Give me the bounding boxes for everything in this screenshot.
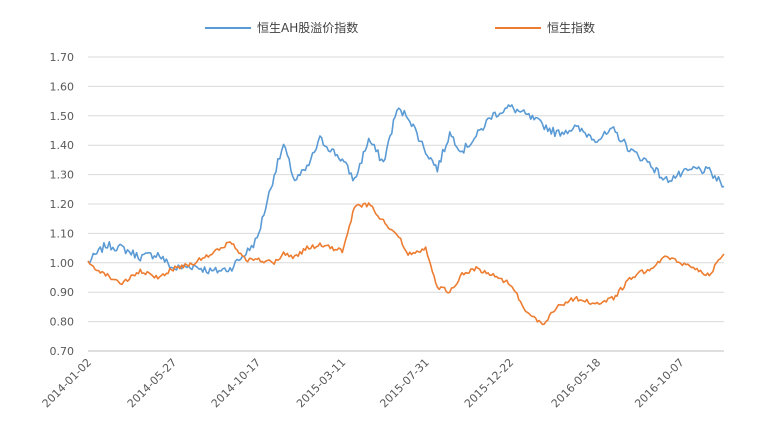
- grid-lines: [88, 56, 724, 352]
- y-tick-label: 1.50: [50, 110, 75, 123]
- series-line-0: [87, 104, 725, 275]
- x-tick-label: 2015-07-31: [377, 356, 431, 410]
- y-axis: 0.70 0.80 0.90 1.00 1.10 1.20 1.30 1.40 1.50 1.60…: [50, 51, 75, 358]
- x-tick-label: 2015-12-22: [462, 356, 516, 410]
- x-tick-label: 2016-05-18: [549, 356, 603, 410]
- series-layer: [87, 104, 725, 326]
- y-tick-label: 0.70: [50, 345, 75, 358]
- y-tick-label: 1.40: [50, 139, 75, 152]
- x-tick-label: 2015-03-11: [294, 356, 348, 410]
- legend: 恒生AH股溢价指数 恒生指数: [205, 20, 595, 35]
- series-line-1: [87, 202, 725, 326]
- y-tick-label: 1.00: [50, 257, 75, 270]
- x-axis: 2014-01-02 2014-05-27 2014-10-17 2015-03-11…: [40, 350, 724, 410]
- legend-label: 恒生AH股溢价指数: [257, 20, 358, 35]
- x-tick-label: 2014-10-17: [209, 356, 263, 410]
- x-tick-label: 2014-05-27: [125, 356, 179, 410]
- x-tick-label: 2014-01-02: [40, 356, 94, 410]
- y-tick-label: 1.60: [50, 80, 75, 93]
- y-tick-label: 1.20: [50, 198, 75, 211]
- y-tick-label: 1.30: [50, 169, 75, 182]
- legend-label: 恒生指数: [547, 20, 595, 35]
- x-tick-label: 2016-10-07: [632, 356, 686, 410]
- y-tick-label: 0.90: [50, 286, 75, 299]
- y-tick-label: 1.10: [50, 227, 75, 240]
- y-tick-label: 0.80: [50, 316, 75, 329]
- y-tick-label: 1.70: [50, 51, 75, 64]
